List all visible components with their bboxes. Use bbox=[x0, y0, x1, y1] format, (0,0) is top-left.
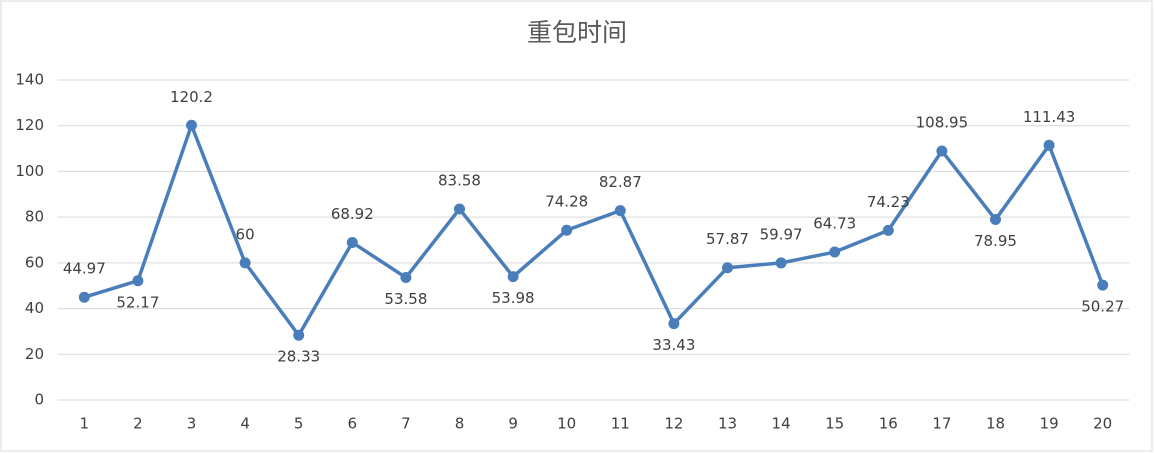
data-marker bbox=[239, 257, 251, 269]
data-marker bbox=[400, 272, 412, 284]
data-marker bbox=[882, 224, 894, 236]
y-tick-label: 120 bbox=[15, 116, 44, 134]
data-label: 111.43 bbox=[1023, 108, 1076, 126]
x-tick-label: 15 bbox=[825, 415, 844, 433]
data-label: 64.73 bbox=[813, 215, 856, 233]
data-marker bbox=[1043, 139, 1055, 151]
data-marker bbox=[78, 291, 90, 303]
x-tick-label: 4 bbox=[240, 415, 250, 433]
data-label: 59.97 bbox=[760, 225, 803, 243]
data-label: 53.98 bbox=[492, 289, 535, 307]
y-tick-label: 60 bbox=[25, 253, 44, 271]
data-marker bbox=[561, 224, 573, 236]
data-marker bbox=[614, 205, 626, 217]
x-tick-label: 7 bbox=[401, 415, 411, 433]
x-tick-label: 19 bbox=[1040, 415, 1059, 433]
x-tick-label: 16 bbox=[879, 415, 898, 433]
data-label: 28.33 bbox=[277, 348, 320, 366]
data-label: 74.28 bbox=[545, 193, 588, 211]
x-tick-label: 17 bbox=[932, 415, 951, 433]
x-tick-label: 2 bbox=[133, 415, 143, 433]
x-tick-label: 5 bbox=[294, 415, 304, 433]
data-label: 60 bbox=[236, 225, 255, 243]
x-tick-label: 10 bbox=[557, 415, 576, 433]
data-label: 68.92 bbox=[331, 205, 374, 223]
data-label: 120.2 bbox=[170, 88, 213, 106]
data-label: 52.17 bbox=[116, 293, 159, 311]
data-marker bbox=[1097, 279, 1109, 291]
data-marker bbox=[132, 275, 144, 287]
data-marker bbox=[346, 236, 358, 248]
y-tick-label: 80 bbox=[25, 208, 44, 226]
data-label: 50.27 bbox=[1081, 298, 1124, 316]
x-tick-label: 20 bbox=[1093, 415, 1112, 433]
data-marker bbox=[668, 318, 680, 330]
data-marker bbox=[293, 329, 305, 341]
x-tick-label: 18 bbox=[986, 415, 1005, 433]
y-tick-label: 40 bbox=[25, 299, 44, 317]
data-label: 53.58 bbox=[384, 290, 427, 308]
data-label: 78.95 bbox=[974, 232, 1017, 250]
x-tick-label: 13 bbox=[718, 415, 737, 433]
data-marker bbox=[829, 246, 841, 258]
data-label: 74.23 bbox=[867, 193, 910, 211]
data-label: 83.58 bbox=[438, 171, 481, 189]
data-marker bbox=[507, 271, 519, 283]
x-tick-label: 14 bbox=[772, 415, 791, 433]
y-tick-label: 100 bbox=[15, 162, 44, 180]
x-tick-label: 6 bbox=[348, 415, 358, 433]
data-marker bbox=[722, 262, 733, 274]
data-line bbox=[83, 123, 1105, 337]
data-marker bbox=[775, 257, 787, 269]
y-tick-label: 20 bbox=[25, 345, 44, 363]
data-marker bbox=[186, 119, 197, 131]
data-label: 44.97 bbox=[63, 260, 106, 278]
x-tick-label: 1 bbox=[80, 415, 90, 433]
x-tick-label: 12 bbox=[664, 415, 683, 433]
y-tick-label: 140 bbox=[15, 71, 44, 89]
data-label: 33.43 bbox=[652, 336, 695, 354]
data-marker bbox=[990, 214, 1001, 226]
x-tick-label: 8 bbox=[455, 415, 465, 433]
data-label: 57.87 bbox=[706, 230, 749, 248]
x-tick-label: 9 bbox=[508, 415, 518, 433]
data-label: 82.87 bbox=[599, 173, 642, 191]
x-tick-label: 3 bbox=[187, 415, 197, 433]
x-tick-label: 11 bbox=[611, 415, 630, 433]
data-marker bbox=[936, 145, 948, 157]
y-tick-label: 0 bbox=[34, 391, 44, 409]
data-marker bbox=[454, 203, 465, 215]
chart-title: 重包时间 bbox=[527, 18, 627, 47]
data-label: 108.95 bbox=[916, 113, 969, 131]
